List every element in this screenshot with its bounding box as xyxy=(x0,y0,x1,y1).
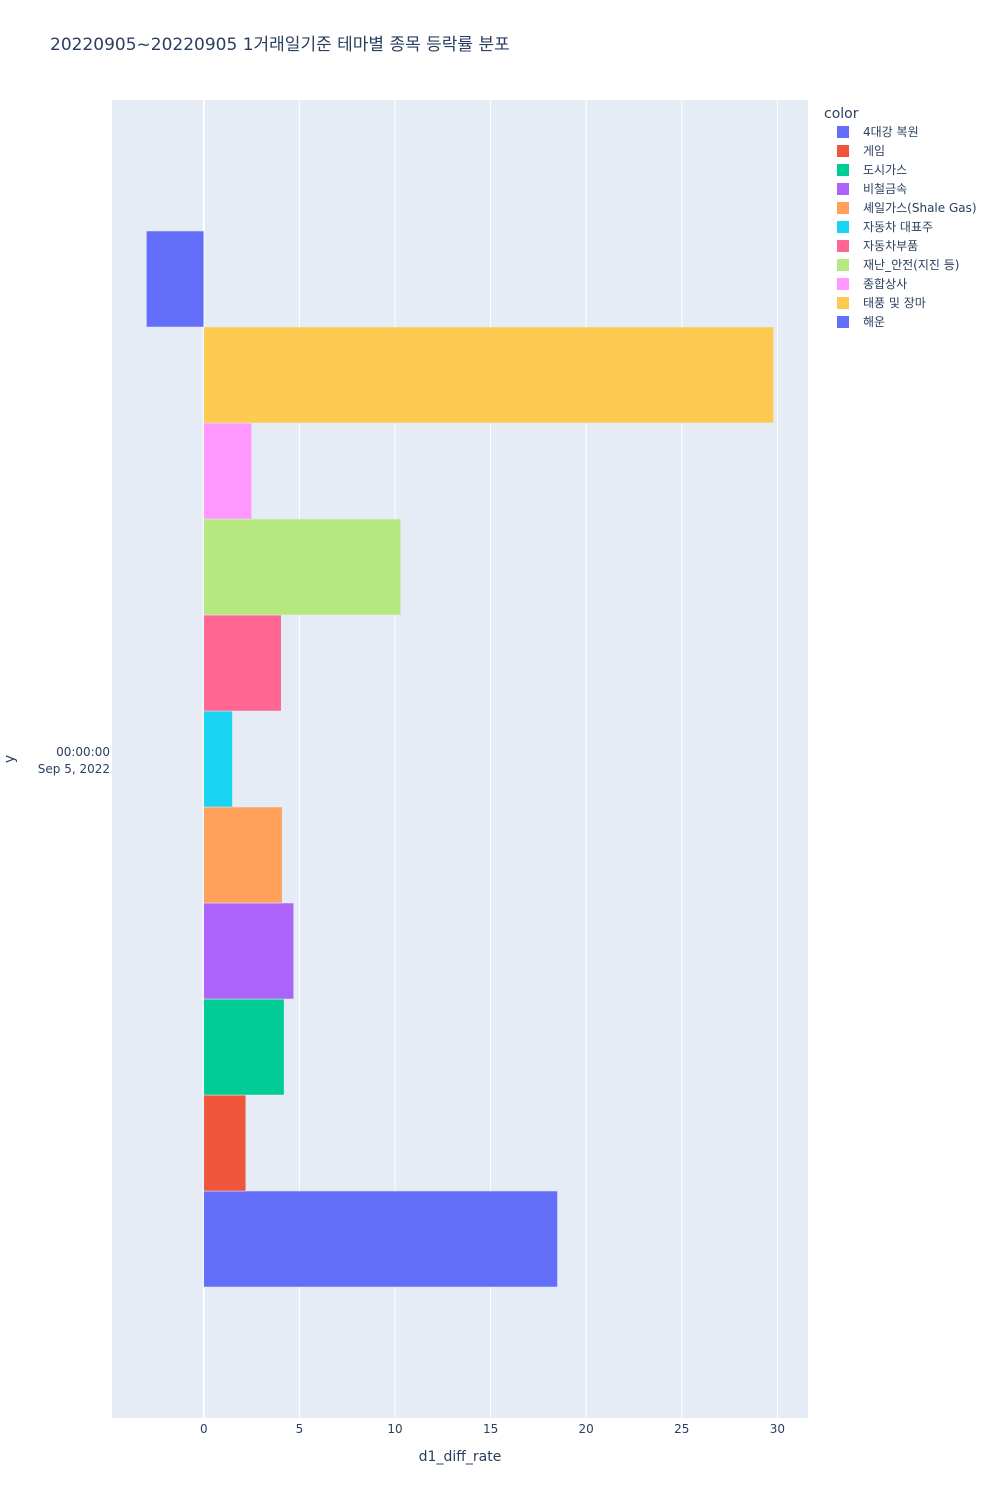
legend-label: 태풍 및 장마 xyxy=(863,296,926,310)
legend-item[interactable]: 재난_안전(지진 등) xyxy=(837,258,959,272)
legend-label: 재난_안전(지진 등) xyxy=(863,258,959,272)
legend-swatch xyxy=(837,278,849,290)
legend-item[interactable]: 자동차 대표주 xyxy=(837,220,933,234)
legend-item[interactable]: 셰일가스(Shale Gas) xyxy=(837,201,977,215)
legend-swatch xyxy=(837,202,849,214)
legend-label: 자동차부품 xyxy=(863,239,918,253)
x-tick-label: 15 xyxy=(483,1422,498,1436)
bar[interactable] xyxy=(203,998,285,1096)
y-axis-title: y xyxy=(2,755,18,763)
x-tick-label: 10 xyxy=(387,1422,402,1436)
bar[interactable] xyxy=(203,1094,247,1192)
x-tick-label: 0 xyxy=(200,1422,208,1436)
legend-label: 도시가스 xyxy=(863,163,907,177)
bar[interactable] xyxy=(203,710,233,808)
legend-swatch xyxy=(837,126,849,138)
legend-swatch xyxy=(837,297,849,309)
legend-label: 해운 xyxy=(863,315,885,329)
legend-item[interactable]: 게임 xyxy=(837,144,885,158)
legend-title: color xyxy=(824,106,859,122)
legend-item[interactable]: 자동차부품 xyxy=(837,239,918,253)
chart-title: 20220905~20220905 1거래일기준 테마별 종목 등락률 분포 xyxy=(50,35,510,55)
legend-label: 자동차 대표주 xyxy=(863,220,933,234)
x-tick-label: 30 xyxy=(770,1422,785,1436)
legend-item[interactable]: 도시가스 xyxy=(837,163,907,177)
bar[interactable] xyxy=(203,902,294,1000)
legend-label: 게임 xyxy=(863,144,885,158)
bar[interactable] xyxy=(203,614,282,712)
x-axis-ticks: 0 5 10 15 20 25 30 xyxy=(200,1422,785,1436)
x-axis-title: d1_diff_rate xyxy=(419,1449,502,1465)
x-tick-label: 20 xyxy=(579,1422,594,1436)
legend-swatch xyxy=(837,316,849,328)
legend-swatch xyxy=(837,221,849,233)
legend-label: 종합상사 xyxy=(863,277,907,291)
y-tick-time: 00:00:00 xyxy=(56,745,110,759)
bar[interactable] xyxy=(146,230,205,328)
legend-item[interactable]: 해운 xyxy=(837,315,885,329)
legend-swatch xyxy=(837,164,849,176)
legend-item[interactable]: 태풍 및 장마 xyxy=(837,296,926,310)
bars xyxy=(146,230,774,1288)
bar[interactable] xyxy=(203,518,401,616)
legend-item[interactable]: 비철금속 xyxy=(837,182,907,196)
legend-label: 셰일가스(Shale Gas) xyxy=(863,201,977,215)
bar[interactable] xyxy=(203,806,283,904)
bar[interactable] xyxy=(203,1190,558,1288)
legend-swatch xyxy=(837,183,849,195)
legend-swatch xyxy=(837,240,849,252)
legend-item[interactable]: 4대강 복원 xyxy=(837,125,919,139)
legend-swatch xyxy=(837,145,849,157)
bar[interactable] xyxy=(203,326,774,424)
legend-item[interactable]: 종합상사 xyxy=(837,277,907,291)
x-tick-label: 25 xyxy=(674,1422,689,1436)
y-tick-date: Sep 5, 2022 xyxy=(38,762,110,776)
legend-swatch xyxy=(837,259,849,271)
legend-label: 비철금속 xyxy=(863,182,907,196)
x-tick-label: 5 xyxy=(296,1422,304,1436)
bar[interactable] xyxy=(203,422,252,520)
legend-label: 4대강 복원 xyxy=(863,125,919,139)
